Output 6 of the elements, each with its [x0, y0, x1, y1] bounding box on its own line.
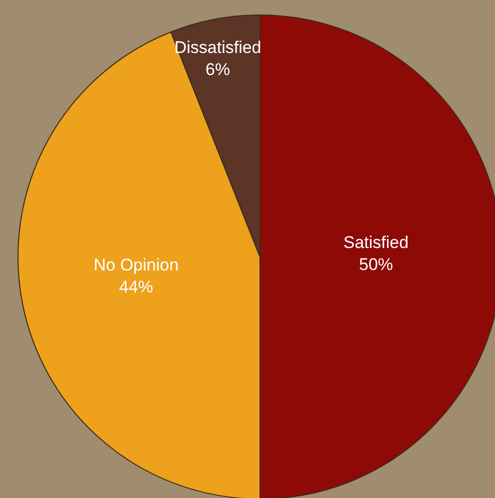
slice-label: No Opinion — [94, 256, 179, 275]
data-label: 6% — [206, 60, 230, 80]
slice-label: Dissatisfied — [174, 38, 262, 58]
data-label: 44% — [119, 278, 154, 297]
slice-label: Satisfied — [343, 233, 409, 252]
data-label: 50% — [358, 255, 394, 274]
